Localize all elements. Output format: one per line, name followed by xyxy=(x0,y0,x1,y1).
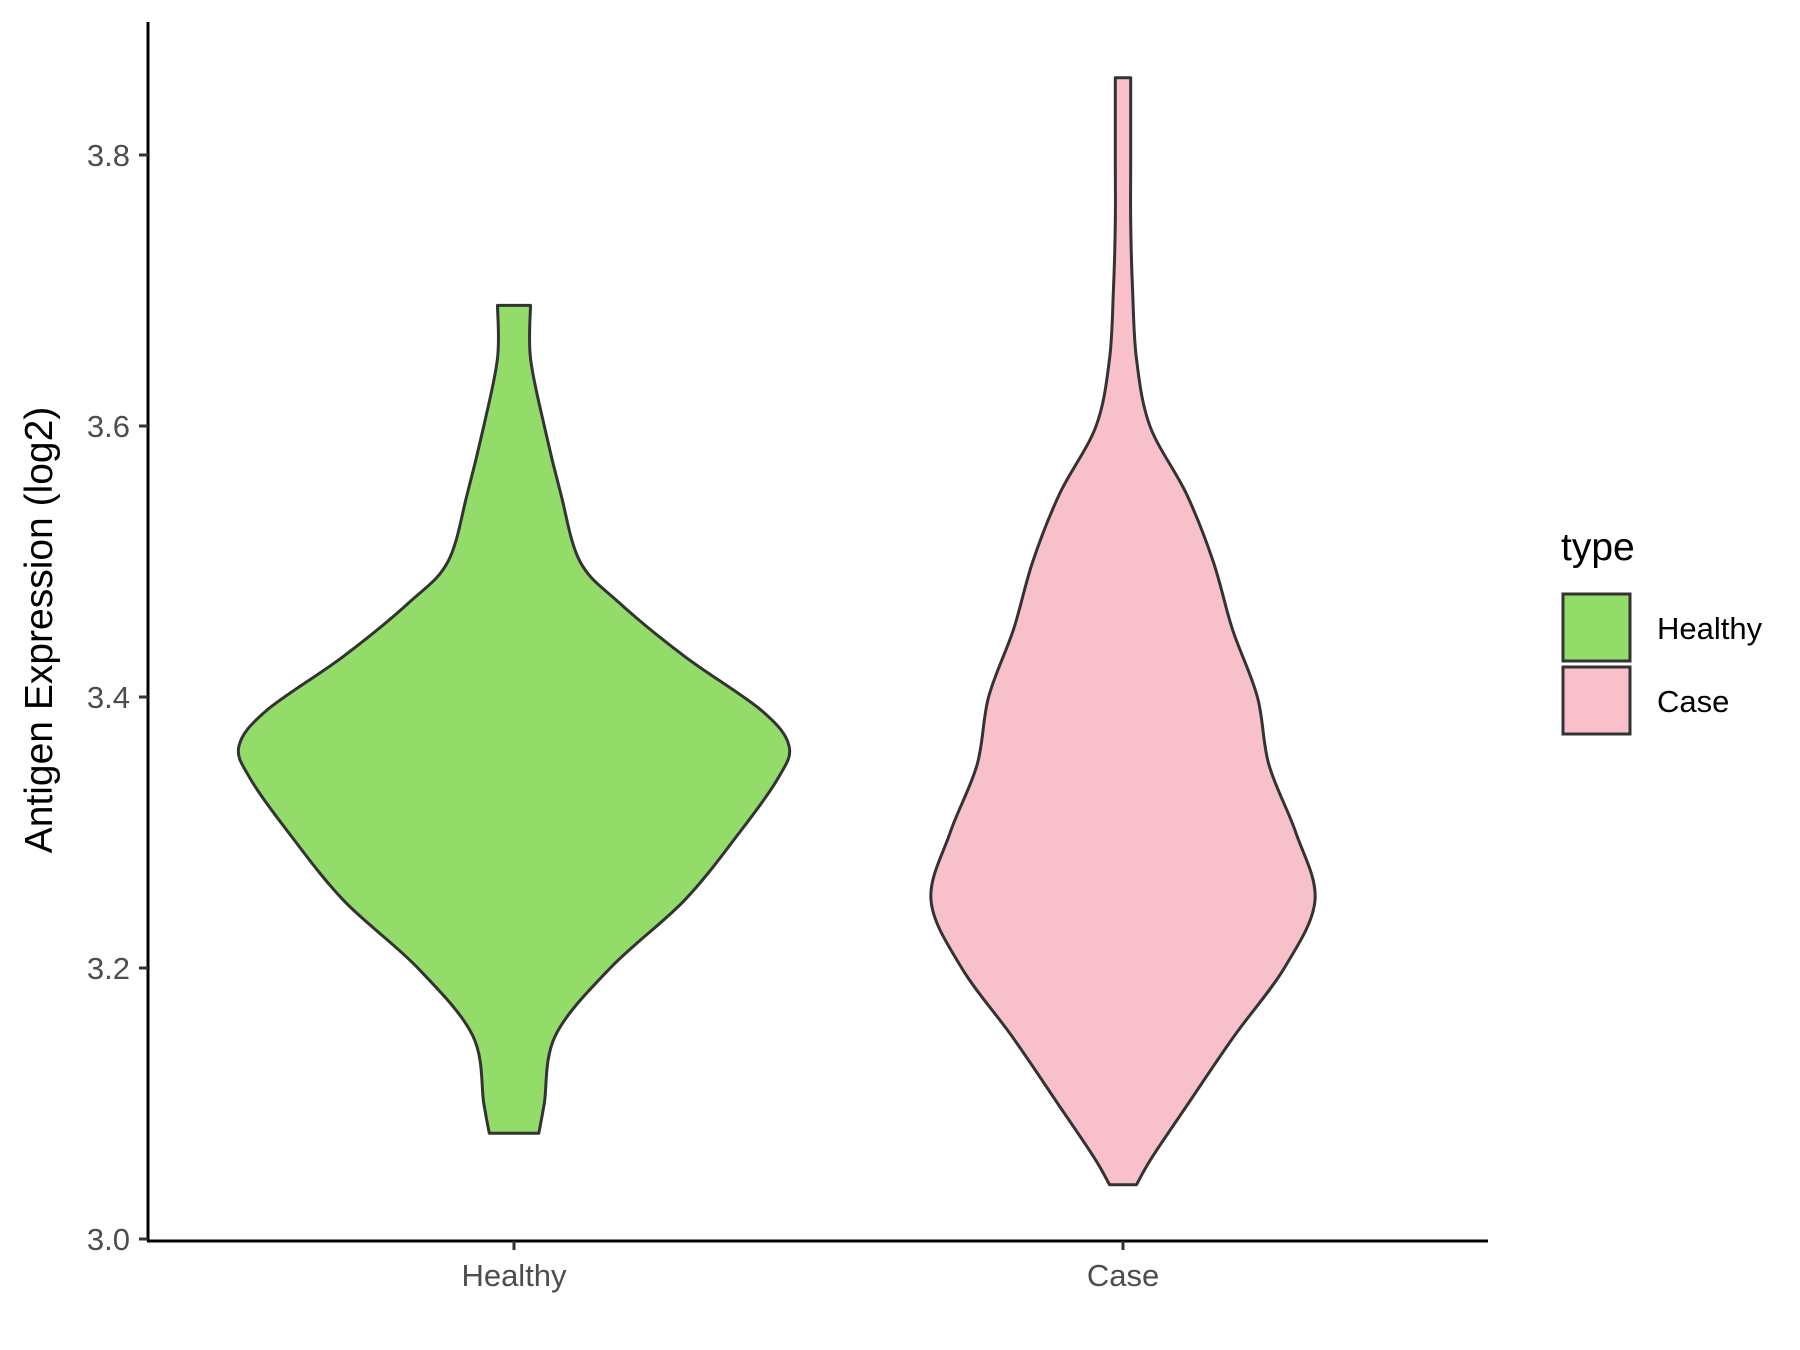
x-tick-label: Healthy xyxy=(461,1258,567,1293)
y-tick-label: 3.6 xyxy=(87,409,130,444)
violin-healthy xyxy=(236,303,792,1135)
y-axis-title: Antigen Expression (log2) xyxy=(18,407,61,854)
violin-layer xyxy=(236,76,1317,1187)
legend-items: Healthy Case xyxy=(1561,592,1763,736)
legend-title: type xyxy=(1561,526,1635,569)
violin-case xyxy=(929,76,1317,1187)
legend-key-healthy xyxy=(1561,592,1632,663)
legend: type Healthy Case xyxy=(1561,526,1763,736)
legend-label-healthy: Healthy xyxy=(1657,611,1763,646)
y-axis-ticks: 3.0 3.2 3.4 3.6 3.8 xyxy=(87,138,148,1257)
x-axis-ticks: Healthy Case xyxy=(461,1241,1159,1293)
y-tick-label: 3.8 xyxy=(87,138,130,173)
legend-label-case: Case xyxy=(1657,684,1729,719)
legend-key-case xyxy=(1561,665,1632,736)
y-tick-label: 3.4 xyxy=(87,680,130,715)
y-tick-label: 3.0 xyxy=(87,1222,130,1257)
y-tick-label: 3.2 xyxy=(87,951,130,986)
x-tick-label: Case xyxy=(1087,1258,1159,1293)
